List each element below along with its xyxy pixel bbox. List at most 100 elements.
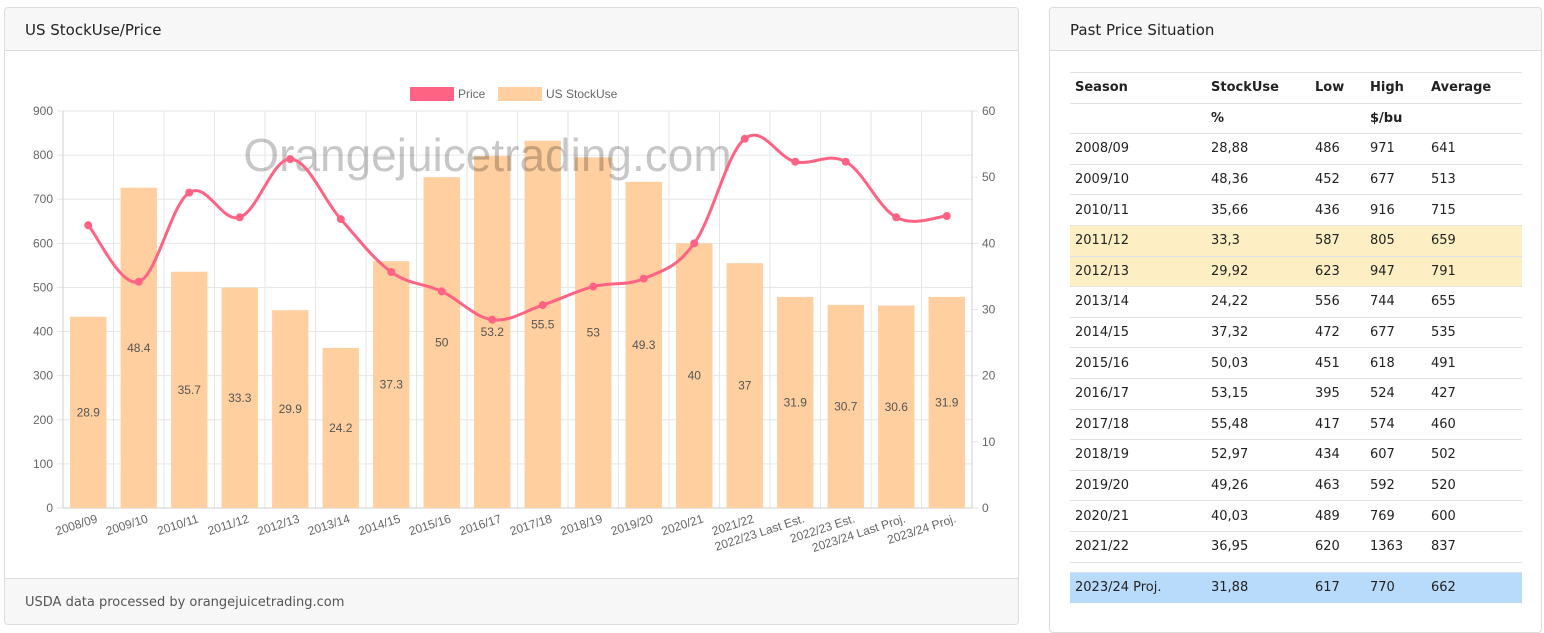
- cell-average: 491: [1426, 347, 1522, 379]
- bar-value-label: 30.7: [834, 399, 858, 413]
- cell-average: 600: [1426, 500, 1522, 532]
- cell-high: 805: [1365, 224, 1426, 257]
- cell-season: 2014/15: [1070, 316, 1206, 348]
- cell-low: 472: [1310, 316, 1365, 348]
- y-right-tick-label: 60: [982, 104, 996, 118]
- cell-season: 2009/10: [1070, 163, 1206, 195]
- header-high: High: [1365, 72, 1426, 104]
- cell-season: 2017/18: [1070, 408, 1206, 440]
- cell-stockuse: 37,32: [1206, 316, 1310, 348]
- cell-stockuse: 31,88: [1206, 571, 1310, 603]
- cell-stockuse: 29,92: [1206, 255, 1310, 287]
- cell-season: 2020/21: [1070, 500, 1206, 532]
- bar-value-label: 28.9: [77, 405, 101, 419]
- cell-high: 574: [1365, 408, 1426, 440]
- y-right-tick-label: 50: [982, 170, 996, 184]
- cell-stockuse: 49,26: [1206, 469, 1310, 501]
- y-right-tick-label: 20: [982, 369, 996, 383]
- bar-stockuse: [827, 304, 864, 508]
- price-point: [690, 239, 699, 248]
- bar-value-label: 29.9: [279, 402, 303, 416]
- cell-average: 535: [1426, 316, 1522, 348]
- cell-low: 556: [1310, 286, 1365, 318]
- table-row: 2016/17 53,15 395 524 427: [1070, 377, 1522, 410]
- y-left-tick-label: 400: [33, 325, 53, 339]
- cell-average: 460: [1426, 408, 1522, 440]
- y-right-tick-label: 40: [982, 236, 996, 250]
- cell-stockuse: 50,03: [1206, 347, 1310, 379]
- legend-label-price: Price: [458, 87, 486, 101]
- y-left-tick-label: 500: [33, 280, 53, 294]
- cell-average: 715: [1426, 194, 1522, 226]
- y-left-tick-label: 0: [46, 501, 53, 515]
- x-tick-label: 2013/14: [306, 511, 352, 538]
- price-point: [437, 287, 446, 296]
- x-tick-label: 2008/09: [54, 511, 100, 538]
- bar-stockuse: [625, 181, 662, 508]
- cell-low: 417: [1310, 408, 1365, 440]
- bar-stockuse: [878, 305, 915, 508]
- unit-low: [1310, 102, 1365, 134]
- bar-value-label: 55.5: [531, 317, 555, 331]
- x-tick-label: 2015/16: [407, 511, 453, 538]
- legend-label-stockuse: US StockUse: [546, 87, 618, 101]
- price-point: [639, 274, 648, 283]
- cell-low: 451: [1310, 347, 1365, 379]
- cell-low: 463: [1310, 469, 1365, 501]
- cell-average: 837: [1426, 530, 1522, 562]
- bar-stockuse: [423, 177, 460, 508]
- cell-stockuse: 53,15: [1206, 377, 1310, 410]
- stockuse-price-chart: 0 100 200 300 400 500 600 700 800 900 0 10 20 30 40 50 6…: [33, 87, 996, 555]
- cell-low: 486: [1310, 133, 1365, 165]
- cell-average: 513: [1426, 163, 1522, 195]
- y-right-tick-label: 0: [982, 501, 989, 515]
- table-row: 2012/13 29,92 623 947 791: [1070, 255, 1522, 287]
- cell-season: 2010/11: [1070, 194, 1206, 226]
- table-header-row: Season StockUse Low High Average: [1070, 72, 1522, 104]
- table-units-row: % $/bu: [1070, 102, 1522, 134]
- table-spacer-row: [1070, 561, 1522, 572]
- y-left-tick-label: 800: [33, 148, 53, 162]
- price-point: [841, 157, 850, 166]
- bar-value-label: 30.6: [885, 400, 909, 414]
- table-row: 2017/18 55,48 417 574 460: [1070, 408, 1522, 440]
- cell-high: 592: [1365, 469, 1426, 501]
- bar-value-label: 24.2: [329, 421, 353, 435]
- x-tick-label: 2012/13: [256, 511, 302, 538]
- legend-swatch-stockuse: [498, 87, 542, 101]
- x-tick-label: 2014/15: [357, 511, 403, 538]
- table-row: 2015/16 50,03 451 618 491: [1070, 347, 1522, 379]
- bar-value-label: 49.3: [632, 338, 656, 352]
- cell-average: 641: [1426, 133, 1522, 165]
- legend-swatch-price: [410, 87, 454, 101]
- chart-card-title: US StockUse/Price: [5, 8, 1018, 51]
- cell-average: 427: [1426, 377, 1522, 410]
- unit-season: [1070, 102, 1206, 134]
- cell-stockuse: 24,22: [1206, 286, 1310, 318]
- header-stockuse: StockUse: [1206, 72, 1310, 104]
- bar-value-label: 37.3: [380, 378, 404, 392]
- table-row: 2019/20 49,26 463 592 520: [1070, 469, 1522, 501]
- stockuse-price-card: US StockUse/Price 0 100 200 300 400 500 600 700…: [4, 7, 1019, 625]
- header-average: Average: [1426, 72, 1522, 104]
- y-left-tick-label: 200: [33, 413, 53, 427]
- cell-high: 618: [1365, 347, 1426, 379]
- bar-stockuse: [676, 243, 713, 509]
- cell-low: 436: [1310, 194, 1365, 226]
- cell-low: 489: [1310, 500, 1365, 532]
- table-row: 2020/21 40,03 489 769 600: [1070, 500, 1522, 532]
- cell-stockuse: 35,66: [1206, 194, 1310, 226]
- cell-low: 623: [1310, 255, 1365, 287]
- cell-season: 2011/12: [1070, 224, 1206, 257]
- cell-high: 677: [1365, 163, 1426, 195]
- bar-stockuse: [726, 263, 763, 508]
- cell-stockuse: 36,95: [1206, 530, 1310, 562]
- price-point: [942, 211, 951, 220]
- bar-value-label: 53.2: [481, 325, 505, 339]
- price-point: [538, 301, 547, 310]
- cell-high: 677: [1365, 316, 1426, 348]
- bar-value-label: 48.4: [127, 341, 151, 355]
- cell-stockuse: 48,36: [1206, 163, 1310, 195]
- bar-value-label: 33.3: [228, 391, 252, 405]
- cell-stockuse: 28,88: [1206, 133, 1310, 165]
